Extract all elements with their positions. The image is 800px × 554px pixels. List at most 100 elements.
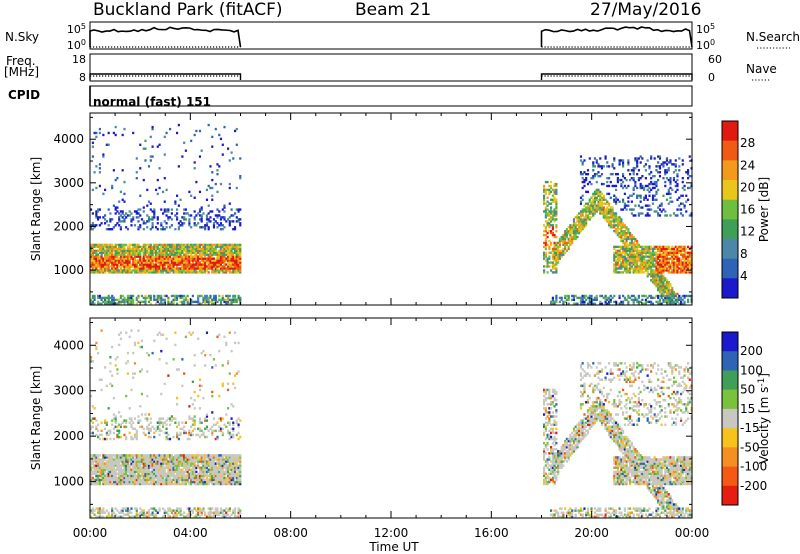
power-cell	[177, 204, 180, 207]
power-cell	[149, 155, 152, 158]
power-cell	[555, 269, 558, 272]
power-cell	[602, 216, 605, 219]
power-cell	[205, 261, 209, 264]
power-cell	[662, 300, 665, 304]
power-cell	[658, 298, 662, 302]
power-cell	[639, 186, 642, 190]
power-cell	[593, 296, 597, 300]
power-cell	[105, 249, 108, 252]
power-cell	[622, 241, 625, 245]
power-cell	[544, 237, 547, 241]
power-cell	[237, 249, 240, 252]
power-cell	[627, 159, 630, 162]
velocity-cell	[174, 515, 177, 519]
power-cell	[639, 196, 642, 199]
power-cell	[567, 241, 570, 245]
power-cell	[578, 230, 581, 233]
power-cell	[674, 245, 677, 249]
velocity-cell	[149, 474, 152, 478]
power-cell	[169, 245, 172, 249]
power-cell	[623, 206, 626, 209]
power-cell	[212, 249, 216, 252]
power-cell	[98, 247, 101, 251]
power-cell	[641, 249, 644, 252]
power-cell	[219, 182, 223, 186]
power-cell	[599, 157, 602, 160]
power-cell	[111, 251, 114, 254]
velocity-cell	[133, 478, 137, 482]
power-cell	[100, 222, 103, 225]
power-cell	[193, 210, 196, 213]
power-cell	[615, 265, 618, 268]
power-cell	[630, 255, 633, 258]
power-cell	[155, 253, 158, 256]
power-cell	[153, 259, 156, 262]
velocity-cell	[119, 454, 122, 457]
power-cell	[216, 214, 219, 217]
power-cell	[618, 231, 621, 235]
velocity-cell	[156, 458, 159, 461]
velocity-cell	[107, 482, 110, 486]
power-cell	[147, 294, 151, 298]
velocity-cell	[151, 480, 154, 484]
power-cell	[588, 206, 591, 209]
power-cell	[634, 180, 637, 184]
power-cell	[685, 259, 688, 262]
power-cell	[219, 263, 223, 266]
power-cell	[632, 257, 635, 260]
power-cell	[163, 267, 166, 270]
power-cell	[544, 214, 547, 217]
power-cell	[139, 214, 142, 217]
velocity-cell	[139, 456, 142, 459]
power-cell	[571, 239, 574, 243]
velocity-cell	[172, 460, 175, 463]
power-cell	[602, 196, 605, 199]
power-cell	[669, 294, 672, 298]
velocity-cell	[135, 468, 138, 471]
power-cell	[105, 247, 108, 251]
power-cell	[650, 275, 653, 278]
power-cell	[140, 259, 144, 262]
power-cell	[142, 247, 145, 251]
power-cell	[592, 214, 595, 217]
power-cell	[225, 243, 228, 247]
velocity-cell	[158, 476, 161, 480]
power-cell	[162, 228, 165, 231]
power-cell	[553, 249, 556, 252]
power-cell	[632, 208, 635, 211]
power-cell	[128, 298, 131, 302]
power-cell	[574, 235, 577, 239]
power-cell	[620, 159, 623, 162]
velocity-cell	[139, 476, 142, 480]
velocity-cell	[165, 462, 168, 465]
power-cell	[156, 261, 159, 264]
velocity-cell	[121, 460, 124, 463]
power-cell	[100, 271, 103, 274]
velocity-cell	[111, 511, 114, 514]
power-cell	[176, 259, 179, 262]
velocity-cell	[165, 437, 168, 441]
power-cell	[91, 224, 94, 227]
power-cell	[586, 208, 590, 211]
power-cell	[627, 259, 630, 262]
velocity-cell	[142, 456, 145, 459]
power-cell	[235, 208, 238, 211]
velocity-cell	[169, 478, 172, 482]
power-cell	[128, 296, 131, 300]
velocity-cell	[119, 515, 122, 519]
power-cell	[223, 210, 226, 213]
velocity-cell	[97, 464, 100, 467]
power-cell	[571, 298, 574, 302]
power-cell	[109, 251, 112, 254]
power-cell	[147, 265, 151, 268]
power-cell	[116, 271, 119, 274]
power-cell	[239, 208, 242, 211]
velocity-cell	[100, 515, 103, 519]
power-cell	[191, 255, 194, 258]
power-cell	[100, 257, 103, 260]
power-cell	[111, 263, 114, 266]
power-cell	[592, 210, 595, 213]
power-cell	[618, 265, 621, 268]
power-cell	[142, 300, 145, 304]
power-cell	[197, 259, 200, 262]
